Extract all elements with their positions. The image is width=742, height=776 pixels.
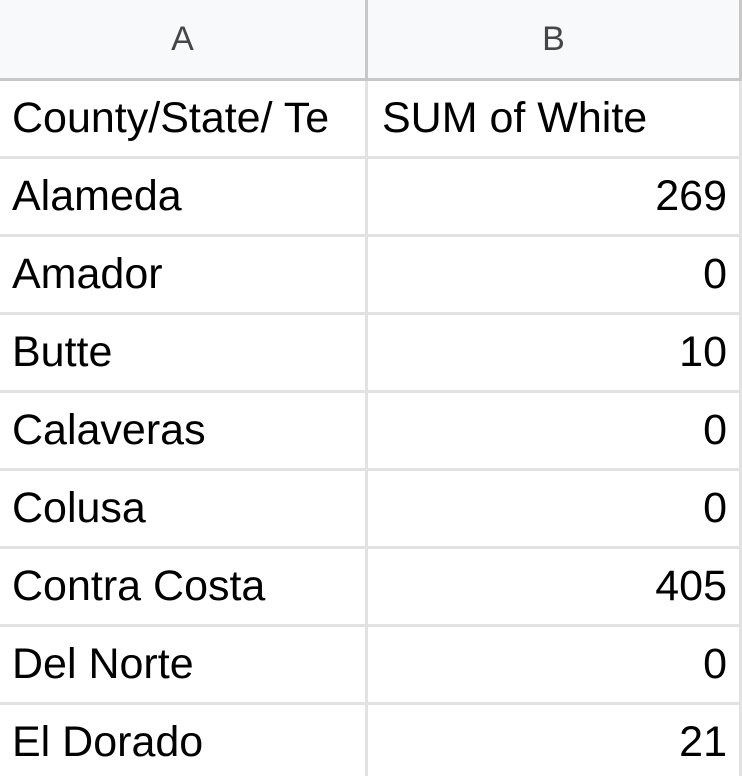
table-row: Butte 10 (0, 315, 742, 393)
cell-b1[interactable]: SUM of White (368, 81, 742, 156)
column-header-b[interactable]: B (368, 0, 742, 78)
cell-county[interactable]: Amador (0, 237, 368, 312)
cell-value[interactable]: 21 (368, 705, 742, 776)
table-row: El Dorado 21 (0, 705, 742, 776)
cell-value[interactable]: 0 (368, 237, 742, 312)
table-row: County/State/ Te SUM of White (0, 81, 742, 159)
cell-county[interactable]: Colusa (0, 471, 368, 546)
cell-county[interactable]: El Dorado (0, 705, 368, 776)
table-row: Contra Costa 405 (0, 549, 742, 627)
cell-value[interactable]: 269 (368, 159, 742, 234)
cell-county[interactable]: Contra Costa (0, 549, 368, 624)
table-row: Colusa 0 (0, 471, 742, 549)
cell-value[interactable]: 0 (368, 393, 742, 468)
cell-a1[interactable]: County/State/ Te (0, 81, 368, 156)
table-row: Calaveras 0 (0, 393, 742, 471)
cell-value[interactable]: 0 (368, 471, 742, 546)
column-header-row: A B (0, 0, 742, 81)
cell-county[interactable]: Calaveras (0, 393, 368, 468)
cell-county[interactable]: Alameda (0, 159, 368, 234)
cell-value[interactable]: 10 (368, 315, 742, 390)
cell-county[interactable]: Butte (0, 315, 368, 390)
table-row: Del Norte 0 (0, 627, 742, 705)
grid-body: County/State/ Te SUM of White Alameda 26… (0, 81, 742, 776)
cell-value[interactable]: 0 (368, 627, 742, 702)
table-row: Alameda 269 (0, 159, 742, 237)
table-row: Amador 0 (0, 237, 742, 315)
column-header-a[interactable]: A (0, 0, 368, 78)
cell-value[interactable]: 405 (368, 549, 742, 624)
cell-county[interactable]: Del Norte (0, 627, 368, 702)
